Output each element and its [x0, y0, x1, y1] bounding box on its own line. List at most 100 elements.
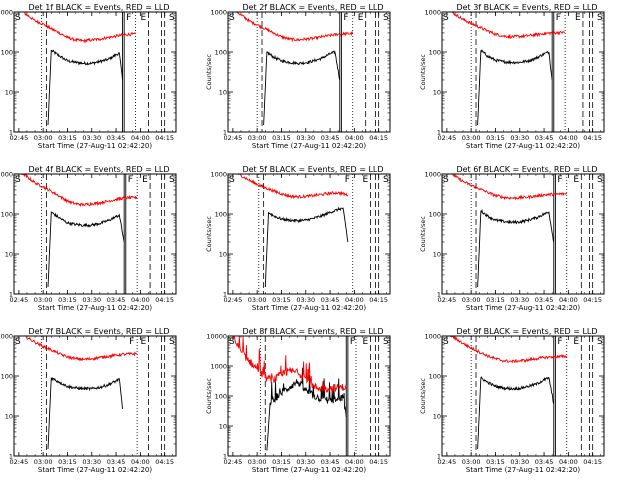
y-tick-label: 10 — [5, 251, 13, 259]
x-tick-label: 04:15 — [369, 134, 388, 142]
plot-frame — [227, 335, 391, 457]
events-series-line — [47, 210, 125, 288]
lld-series-line — [446, 12, 566, 40]
flag-s-left: S — [229, 175, 235, 185]
y-tick-label: 1000 — [210, 9, 227, 17]
lld-series-line — [18, 336, 138, 362]
flag-s-right: S — [383, 13, 389, 23]
x-tick-label: 03:15 — [486, 296, 505, 304]
x-tick-label: 04:00 — [131, 458, 150, 466]
y-tick-label: 1000 — [210, 363, 227, 371]
x-tick-label: 03:00 — [462, 134, 481, 142]
x-tick-label: 03:15 — [486, 134, 505, 142]
y-axis-label: Counts/sec — [419, 378, 427, 414]
lld-series-line — [446, 336, 568, 364]
flag-e: E — [140, 13, 146, 23]
x-axis-label: Start Time (27-Aug-11 02:42:20) — [466, 142, 580, 150]
plot-frame — [13, 173, 177, 295]
x-tick-label: 03:30 — [296, 296, 315, 304]
x-tick-label: 03:45 — [535, 296, 554, 304]
event-markers — [256, 12, 380, 132]
panel-8: Det 8f BLACK = Events, RED = LLD Counts/s… — [205, 327, 391, 474]
y-tick-label: 1 — [223, 453, 227, 461]
x-axis-label: Start Time (27-Aug-11 02:42:20) — [252, 466, 366, 474]
flag-f: F — [556, 13, 561, 23]
x-tick-label: 03:00 — [248, 458, 267, 466]
y-tick-label: 1000 — [424, 333, 441, 341]
y-tick-label: 10 — [433, 413, 441, 421]
flag-s-right: S — [169, 13, 175, 23]
y-tick-label: 100 — [429, 211, 441, 219]
y-tick-label: 1 — [223, 291, 227, 299]
panel-3: Det 3f BLACK = Events, RED = LLD Counts/s… — [419, 3, 605, 150]
x-tick-label: 02:45 — [9, 134, 28, 142]
x-tick-label: 02:45 — [437, 134, 456, 142]
x-tick-label: 04:00 — [559, 296, 578, 304]
flag-e: E — [573, 337, 579, 347]
x-tick-label: 04:15 — [155, 134, 174, 142]
y-tick-label: 10 — [219, 89, 227, 97]
x-tick-label: 03:45 — [107, 296, 126, 304]
panel-title: Det 6f BLACK = Events, RED = LLD — [456, 165, 597, 174]
y-tick-label: 100 — [1, 211, 13, 219]
y-tick-label: 100 — [215, 211, 227, 219]
lld-series-line — [232, 174, 349, 200]
x-tick-label: 03:00 — [462, 458, 481, 466]
x-axis-label: Start Time (27-Aug-11 02:42:20) — [38, 304, 152, 312]
panel-title: Det 4f BLACK = Events, RED = LLD — [28, 165, 169, 174]
flag-e: E — [358, 13, 364, 23]
flag-e: E — [363, 175, 369, 185]
event-markers — [258, 174, 380, 294]
flag-s-right: S — [169, 175, 175, 185]
y-axis-label: Counts/sec — [205, 216, 213, 252]
flag-s-left: S — [15, 337, 21, 347]
y-axis-label: Counts/sec — [419, 54, 427, 90]
plot-frame — [441, 173, 605, 295]
y-tick-label: 100 — [1, 49, 13, 57]
x-tick-label: 03:15 — [272, 134, 291, 142]
x-tick-label: 03:45 — [107, 134, 126, 142]
panel-title: Det 5f BLACK = Events, RED = LLD — [242, 165, 383, 174]
flag-f: F — [126, 13, 131, 23]
x-tick-label: 03:15 — [58, 134, 77, 142]
x-tick-label: 03:30 — [82, 296, 101, 304]
y-tick-label: 100 — [215, 49, 227, 57]
x-tick-label: 03:30 — [510, 458, 529, 466]
flag-f: F — [350, 337, 355, 347]
series-group — [18, 336, 138, 450]
x-tick-label: 04:00 — [345, 134, 364, 142]
x-tick-label: 03:30 — [82, 458, 101, 466]
x-tick-label: 04:00 — [559, 458, 578, 466]
panel-title: Det 3f BLACK = Events, RED = LLD — [456, 3, 597, 12]
flag-e: E — [573, 175, 579, 185]
y-tick-label: 1000 — [210, 171, 227, 179]
lld-series-line — [18, 174, 138, 208]
y-tick-label: 1000 — [0, 333, 13, 341]
panel-9: Det 9f BLACK = Events, RED = LLD Counts/s… — [419, 327, 605, 474]
x-tick-label: 02:45 — [223, 134, 242, 142]
lld-series-line — [18, 12, 136, 44]
flag-s-left: S — [15, 13, 21, 23]
flag-f: F — [345, 175, 350, 185]
y-axis-label: Counts/sec — [205, 54, 213, 90]
x-tick-label: 04:00 — [345, 296, 364, 304]
x-tick-label: 03:15 — [272, 296, 291, 304]
series-group — [18, 12, 136, 126]
flag-f: F — [343, 13, 348, 23]
series-group — [446, 12, 566, 126]
x-tick-label: 02:45 — [437, 296, 456, 304]
y-tick-label: 1 — [223, 129, 227, 137]
flag-s-left: S — [229, 337, 235, 347]
x-axis-label: Start Time (27-Aug-11 02:42:20) — [466, 466, 580, 474]
panel-title: Det 1f BLACK = Events, RED = LLD — [28, 3, 169, 12]
series-group — [232, 12, 354, 126]
flag-e: E — [140, 337, 146, 347]
events-series-line — [266, 367, 347, 451]
flag-e: E — [363, 337, 369, 347]
x-tick-label: 04:15 — [155, 296, 174, 304]
x-tick-label: 03:15 — [58, 296, 77, 304]
x-tick-label: 04:00 — [345, 458, 364, 466]
flag-s-left: S — [443, 175, 449, 185]
events-series-line — [263, 50, 341, 126]
plot-frame — [441, 335, 605, 457]
